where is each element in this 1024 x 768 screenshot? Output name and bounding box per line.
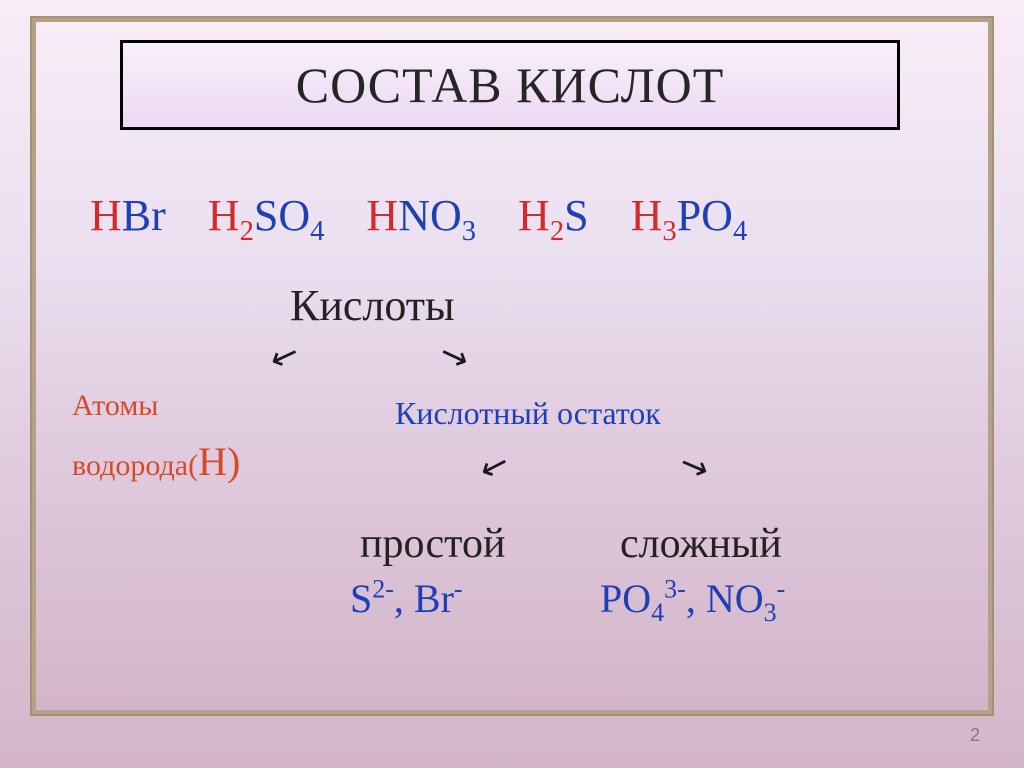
h-part: H2 (518, 191, 564, 240)
hydrogen-atoms-label: Атомы водорода(Н) (72, 382, 240, 494)
rest-part: Br (122, 191, 166, 240)
rest-part: S (564, 191, 588, 240)
formula-h2so4: H2SO4 (208, 190, 325, 241)
title-box: СОСТАВ КИСЛОТ (120, 40, 900, 130)
h-part: H (366, 191, 398, 240)
rest-part: SO4 (254, 191, 325, 240)
complex-label: сложный (620, 520, 782, 568)
h-part: H2 (208, 191, 254, 240)
page-number: 2 (970, 725, 980, 746)
formula-row: HBr H2SO4 HNO3 H2S H3PO4 (90, 190, 964, 241)
acid-residue-label: Кислотный остаток (395, 395, 661, 432)
formula-hno3: HNO3 (366, 190, 476, 241)
simple-label: простой (360, 520, 505, 568)
simple-formula: S2-, Br- (350, 575, 463, 622)
formula-h3po4: H3PO4 (631, 190, 748, 241)
formula-h2s: H2S (518, 190, 589, 241)
complex-formula: PO43-, NO3- (600, 575, 785, 622)
rest-part: NO3 (398, 191, 476, 240)
acids-label: Кислоты (290, 280, 455, 331)
formula-hbr: HBr (90, 190, 166, 241)
title-text: СОСТАВ КИСЛОТ (296, 56, 725, 114)
h-part: H3 (631, 191, 677, 240)
slide: СОСТАВ КИСЛОТ HBr H2SO4 HNO3 H2S H3PO4 К… (0, 0, 1024, 768)
rest-part: PO4 (677, 191, 748, 240)
h-part: H (90, 191, 122, 240)
